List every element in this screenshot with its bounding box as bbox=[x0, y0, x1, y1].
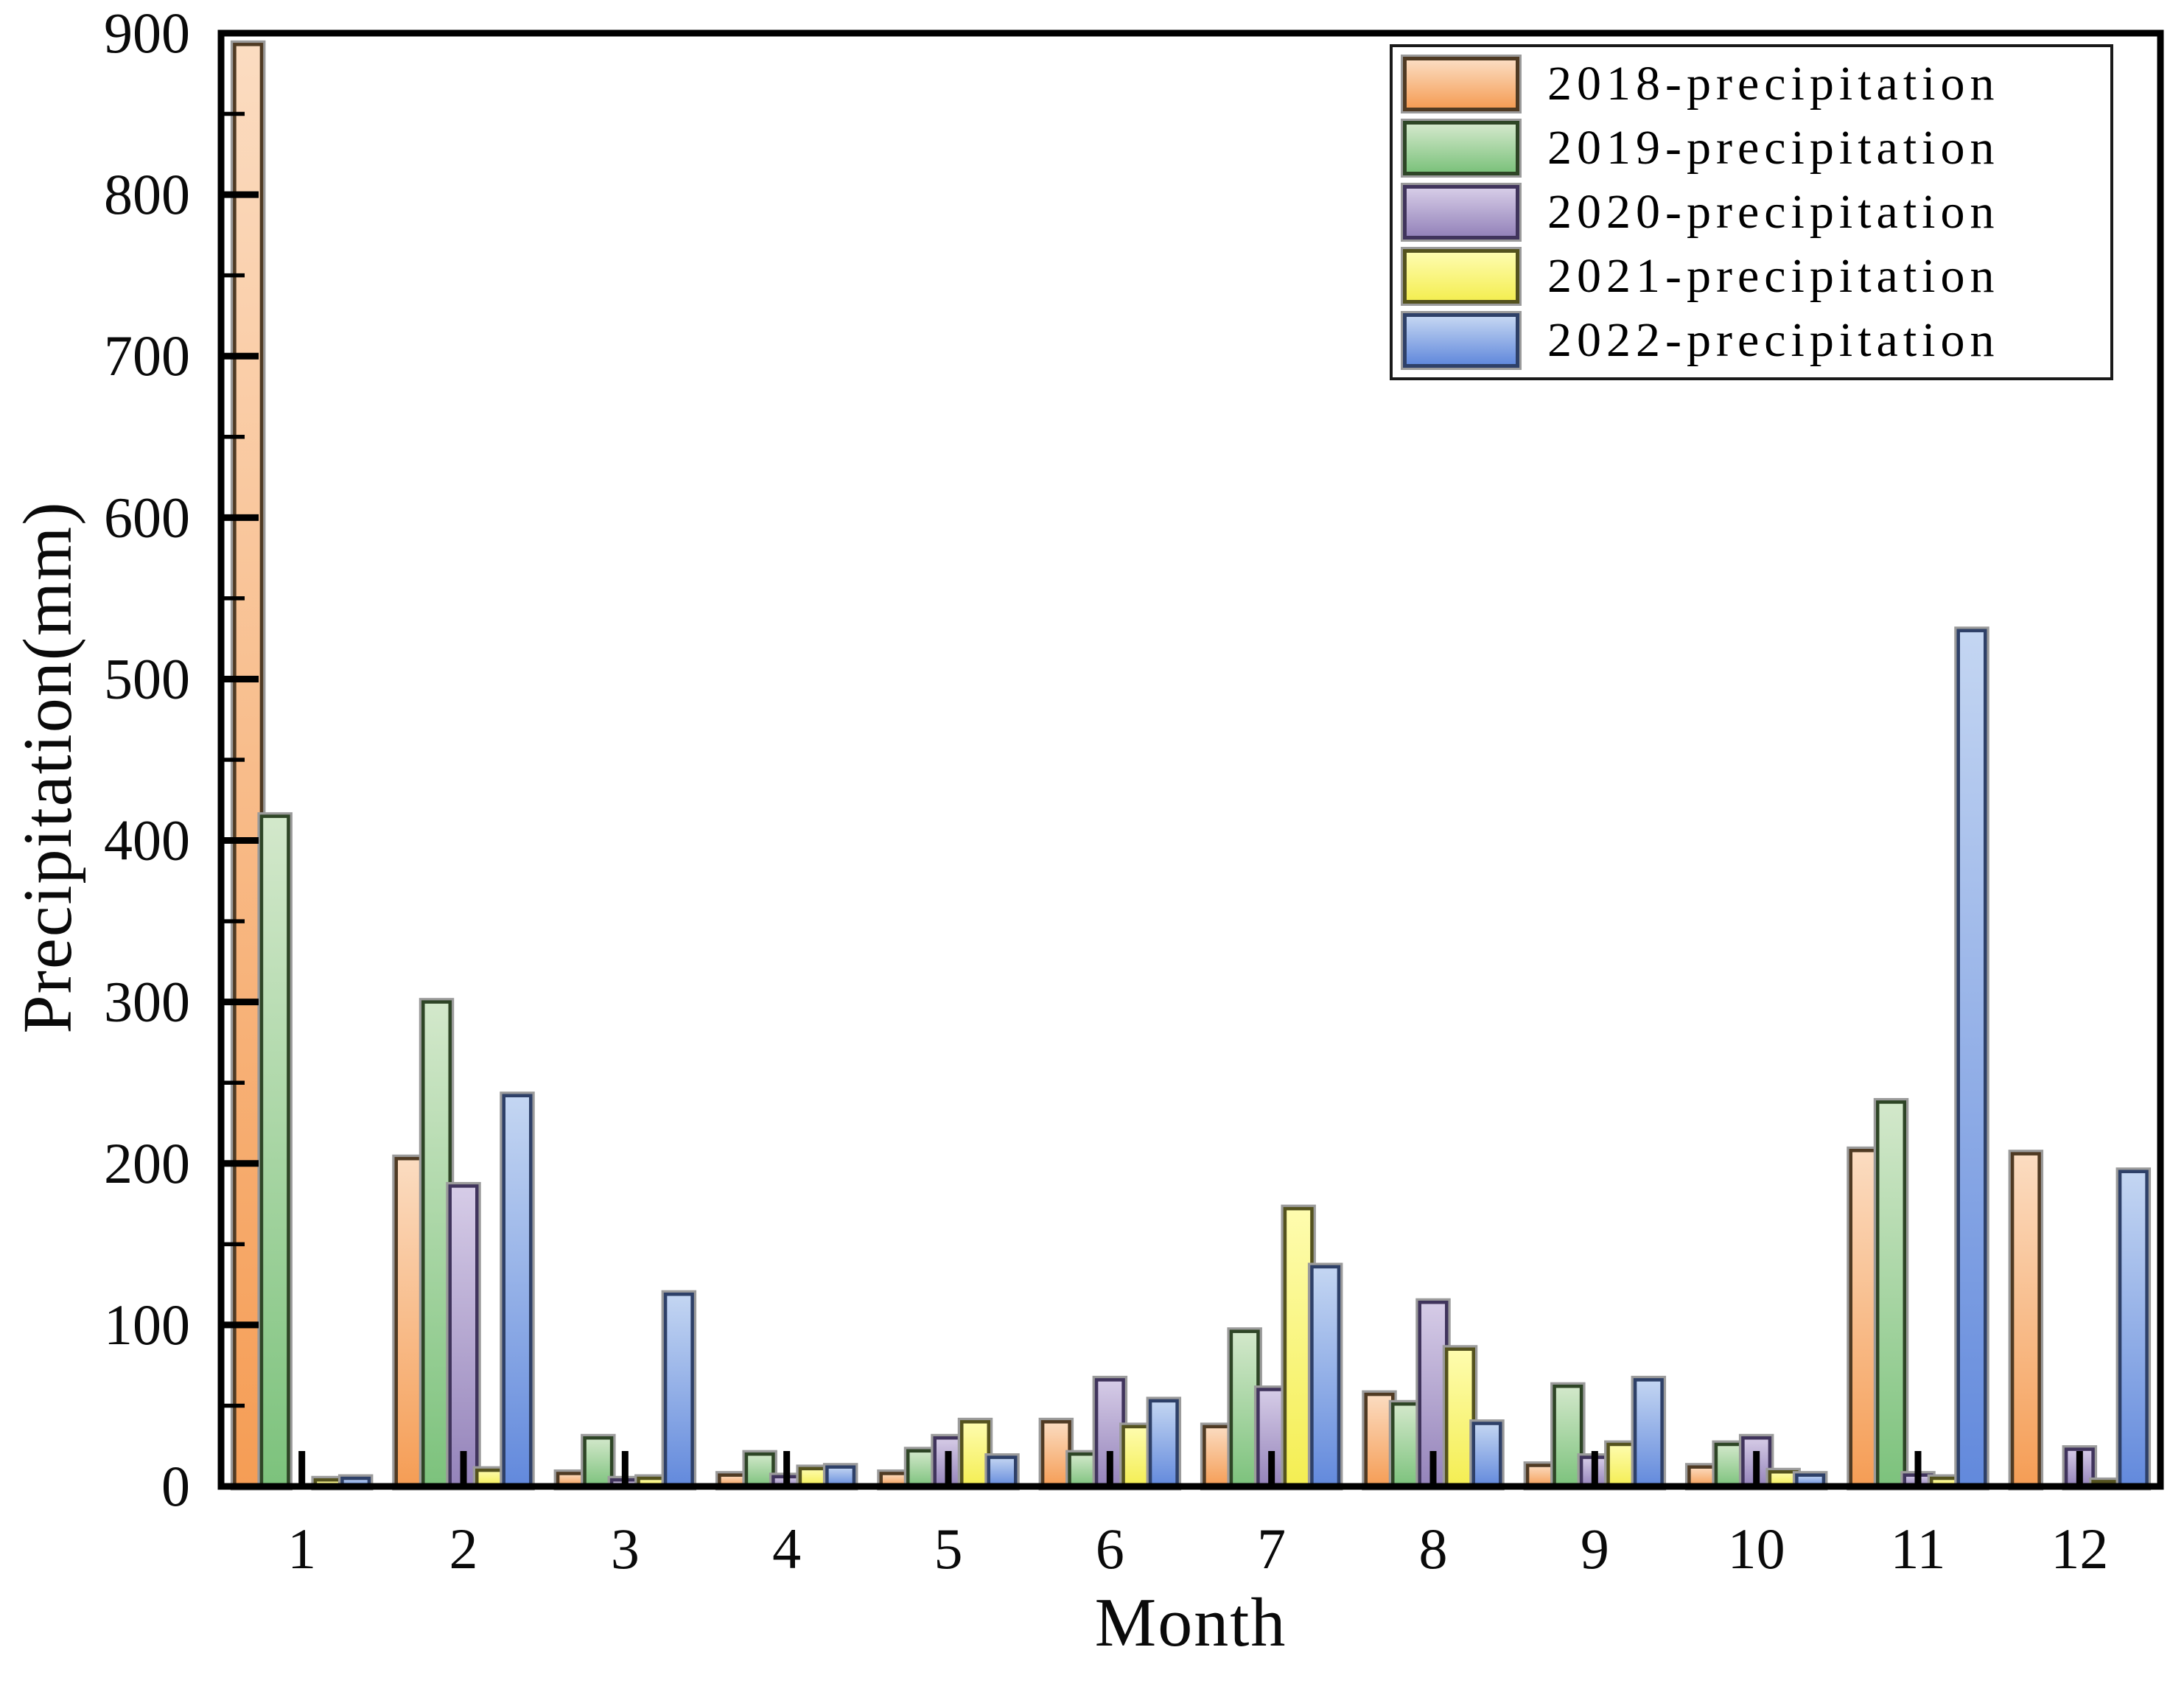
bar-2018-precipitation-month-11 bbox=[1849, 1148, 1880, 1489]
x-tick-label: 6 bbox=[1096, 1517, 1124, 1581]
legend-label-2022: 2022-precipitation bbox=[1547, 313, 2000, 368]
y-tick-label: 800 bbox=[104, 162, 190, 226]
x-tick-label: 10 bbox=[1728, 1517, 1785, 1581]
bar-2018-precipitation-month-12 bbox=[2010, 1152, 2041, 1489]
x-tick-label: 5 bbox=[934, 1517, 963, 1581]
bar-2019-precipitation-month-11 bbox=[1876, 1100, 1907, 1489]
x-tick-label: 9 bbox=[1581, 1517, 1609, 1581]
x-tick-label: 4 bbox=[772, 1517, 801, 1581]
bar-2022-precipitation-month-12 bbox=[2118, 1170, 2149, 1489]
bar-2018-precipitation-month-9 bbox=[1525, 1464, 1556, 1489]
bar-2021-precipitation-month-7 bbox=[1283, 1206, 1314, 1489]
legend-label-2019: 2019-precipitation bbox=[1547, 120, 2000, 175]
bar-2022-precipitation-month-3 bbox=[663, 1293, 694, 1489]
x-tick-label: 8 bbox=[1419, 1517, 1448, 1581]
legend: 2018-precipitation 2019-precipitation 2020… bbox=[1390, 44, 2113, 380]
x-tick-label: 7 bbox=[1257, 1517, 1286, 1581]
bar-2022-precipitation-month-6 bbox=[1148, 1399, 1179, 1489]
bar-2021-precipitation-month-8 bbox=[1444, 1347, 1475, 1489]
bar-2020-precipitation-month-2 bbox=[448, 1184, 479, 1489]
y-tick-label: 0 bbox=[161, 1454, 190, 1518]
legend-swatch-2019 bbox=[1403, 120, 1519, 175]
bar-2022-precipitation-month-8 bbox=[1471, 1422, 1502, 1489]
y-tick-label: 500 bbox=[104, 646, 190, 710]
x-tick-label: 12 bbox=[2051, 1517, 2108, 1581]
y-tick-label: 700 bbox=[104, 324, 190, 388]
bar-2022-precipitation-month-11 bbox=[1956, 629, 1987, 1489]
legend-item-2020: 2020-precipitation bbox=[1403, 181, 2110, 243]
y-tick-label: 900 bbox=[104, 1, 190, 65]
bar-2022-precipitation-month-2 bbox=[502, 1094, 533, 1489]
x-axis-label: Month bbox=[1094, 1584, 1287, 1661]
y-axis-label: Precipitation(mm) bbox=[10, 500, 86, 1034]
bar-2019-precipitation-month-4 bbox=[744, 1452, 775, 1489]
legend-label-2021: 2021-precipitation bbox=[1547, 249, 2000, 304]
legend-swatch-2020 bbox=[1403, 184, 1519, 240]
legend-swatch-2022 bbox=[1403, 313, 1519, 368]
legend-swatch-2018 bbox=[1403, 56, 1519, 111]
bar-2019-precipitation-month-2 bbox=[421, 1000, 452, 1489]
y-tick-label: 600 bbox=[104, 485, 190, 549]
legend-item-2019: 2019-precipitation bbox=[1403, 117, 2110, 179]
bar-2022-precipitation-month-9 bbox=[1633, 1378, 1664, 1489]
legend-item-2018: 2018-precipitation bbox=[1403, 53, 2110, 115]
x-tick-label: 11 bbox=[1890, 1517, 1945, 1581]
y-tick-label: 100 bbox=[104, 1293, 190, 1357]
legend-swatch-2021 bbox=[1403, 249, 1519, 304]
x-tick-label: 3 bbox=[611, 1517, 640, 1581]
bar-2022-precipitation-month-7 bbox=[1310, 1265, 1341, 1489]
y-tick-label: 200 bbox=[104, 1131, 190, 1195]
bar-2022-precipitation-month-5 bbox=[987, 1455, 1018, 1489]
x-tick-label: 2 bbox=[449, 1517, 478, 1581]
y-tick-label: 300 bbox=[104, 970, 190, 1034]
x-tick-label: 1 bbox=[287, 1517, 316, 1581]
legend-label-2020: 2020-precipitation bbox=[1547, 184, 2000, 239]
legend-label-2018: 2018-precipitation bbox=[1547, 56, 2000, 111]
legend-item-2022: 2022-precipitation bbox=[1403, 310, 2110, 371]
legend-item-2021: 2021-precipitation bbox=[1403, 245, 2110, 307]
bar-2019-precipitation-month-1 bbox=[259, 814, 290, 1489]
y-tick-label: 400 bbox=[104, 808, 190, 873]
